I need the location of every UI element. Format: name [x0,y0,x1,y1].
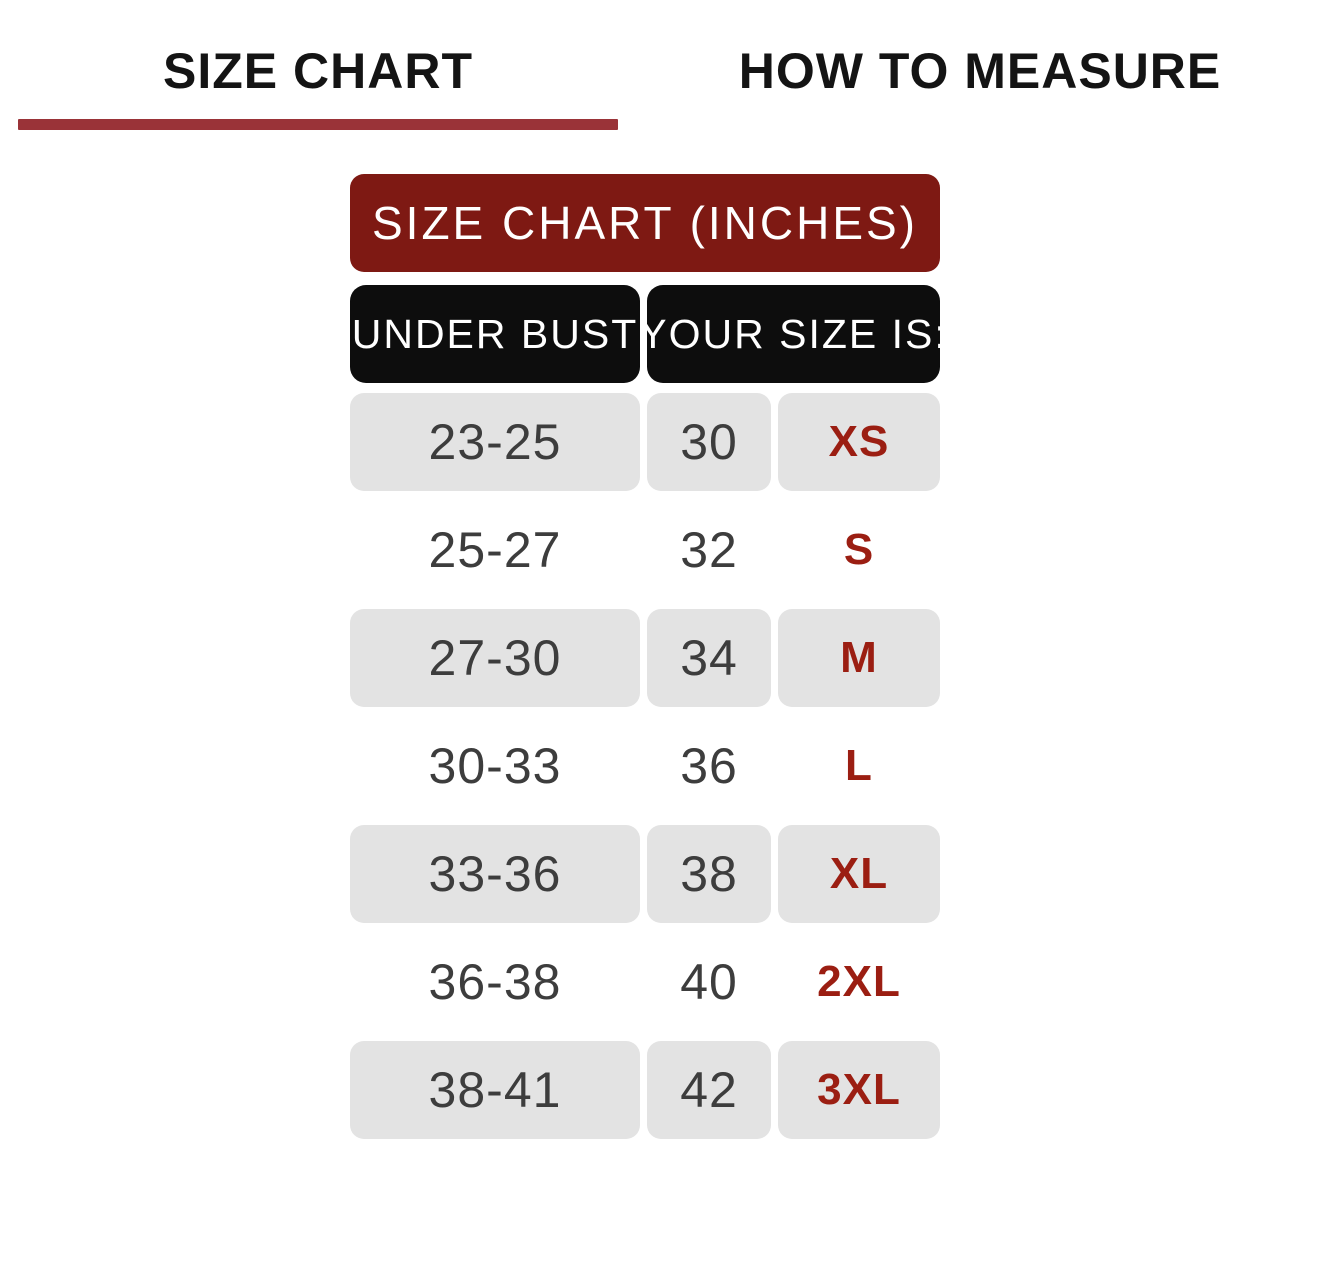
column-header-your-size: YOUR SIZE IS: [639,285,946,383]
table-row: 30-33 36 L [350,717,940,815]
size-chart-table: SIZE CHART (INCHES) UNDER BUST YOUR SIZE… [350,174,946,1139]
under-bust-cell: 38-41 [350,1041,640,1139]
table-row: 36-38 40 2XL [350,933,940,1031]
size-label-cell: 3XL [778,1041,940,1139]
under-bust-cell: 36-38 [428,954,562,1010]
table-row: 25-27 32 S [350,501,940,599]
size-label-cell: M [778,609,940,707]
table-title: SIZE CHART (INCHES) [350,174,940,272]
table-row: 33-36 38 XL [350,825,940,923]
band-size-cell: 36 [680,738,738,794]
under-bust-cell: 30-33 [428,738,562,794]
tab-bar: SIZE CHART HOW TO MEASURE [0,0,1320,130]
column-header-under-bust: UNDER BUST [350,285,640,383]
under-bust-cell: 27-30 [350,609,640,707]
under-bust-cell: 33-36 [350,825,640,923]
band-size-cell: 38 [647,825,771,923]
table-row: 27-30 34 M [350,609,940,707]
tab-size-chart-label: SIZE CHART [163,43,473,99]
size-label-cell: XS [778,393,940,491]
band-size-cell: 34 [647,609,771,707]
band-size-cell: 42 [647,1041,771,1139]
band-size-cell: 30 [647,393,771,491]
table-header-row: UNDER BUST YOUR SIZE IS: [350,285,946,383]
tab-how-to-measure[interactable]: HOW TO MEASURE [680,42,1280,130]
under-bust-cell: 25-27 [428,522,562,578]
size-label-cell: XL [778,825,940,923]
size-label-cell: L [845,741,873,790]
band-size-cell: 40 [680,954,738,1010]
active-tab-underline [18,119,618,130]
under-bust-cell: 23-25 [350,393,640,491]
tab-how-to-measure-label: HOW TO MEASURE [738,43,1222,99]
size-label-cell: 2XL [817,957,901,1006]
table-row: 23-25 30 XS [350,393,940,491]
table-row: 38-41 42 3XL [350,1041,940,1139]
tab-size-chart[interactable]: SIZE CHART [18,42,618,130]
band-size-cell: 32 [680,522,738,578]
size-label-cell: S [843,525,875,574]
